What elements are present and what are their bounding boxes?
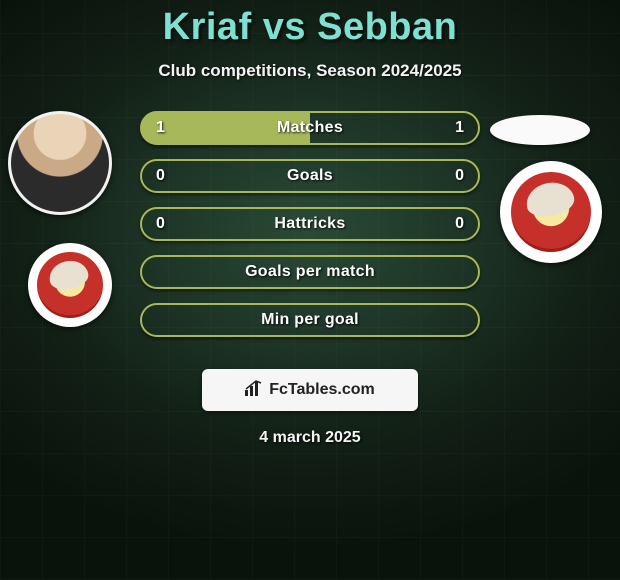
brand-chart-icon	[245, 380, 263, 401]
stat-bar: Hattricks 0 0	[140, 207, 480, 241]
player-left-club-crest	[28, 243, 112, 327]
date-label: 4 march 2025	[0, 429, 620, 447]
stat-bar-left-value: 0	[156, 215, 165, 233]
brand-text: FcTables.com	[269, 381, 375, 399]
page-title: Kriaf vs Sebban	[0, 0, 620, 49]
stat-bar-label: Goals	[287, 167, 333, 185]
stat-bar-right-value: 0	[455, 215, 464, 233]
player-right-club-crest	[500, 161, 602, 263]
stat-bar: Goals per match	[140, 255, 480, 289]
stat-bar-right-value: 1	[455, 119, 464, 137]
crest-icon	[511, 172, 591, 252]
subtitle: Club competitions, Season 2024/2025	[0, 61, 620, 81]
brand-badge: FcTables.com	[202, 369, 418, 411]
stat-bars: Matches 1 1 Goals 0 0 Hattricks 0 0 Goals per mat…	[140, 111, 480, 337]
stat-bar-label: Hattricks	[274, 215, 345, 233]
stat-bar-label: Matches	[277, 119, 343, 137]
stat-bar-right-value: 0	[455, 167, 464, 185]
stat-bar-label: Goals per match	[245, 263, 375, 281]
stat-bar: Min per goal	[140, 303, 480, 337]
player-right-avatar-placeholder	[490, 115, 590, 145]
stat-bar-label: Min per goal	[261, 311, 359, 329]
player-left-avatar	[8, 111, 112, 215]
stat-bar: Matches 1 1	[140, 111, 480, 145]
comparison-area: Matches 1 1 Goals 0 0 Hattricks 0 0 Goals per mat…	[0, 111, 620, 351]
stat-bar: Goals 0 0	[140, 159, 480, 193]
stat-bar-left-value: 1	[156, 119, 165, 137]
stat-bar-left-value: 0	[156, 167, 165, 185]
crest-icon	[37, 252, 103, 318]
